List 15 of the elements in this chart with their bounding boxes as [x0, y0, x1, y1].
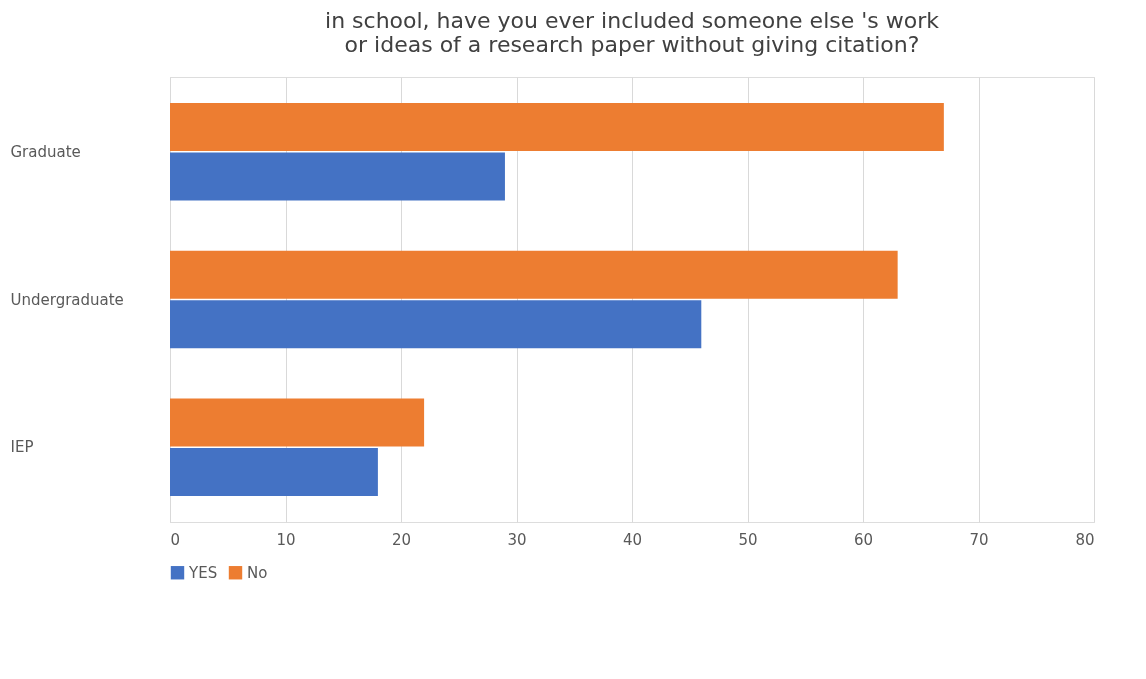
x-tick-label: 10: [276, 530, 296, 549]
legend-label: YES: [188, 563, 218, 582]
x-tick-label: 0: [170, 530, 181, 549]
y-tick-label: IEP: [10, 438, 34, 457]
y-tick-label: Undergraduate: [10, 290, 124, 309]
x-tick-label: 30: [507, 530, 527, 549]
chart-title: in school, have you ever included someone else 's work or ideas of a research paper without giving citation?: [325, 8, 940, 57]
x-tick-label: 70: [969, 530, 989, 549]
y-tick-label: Graduate: [10, 142, 81, 161]
x-tick-label: 50: [738, 530, 758, 549]
x-tick-label: 40: [622, 530, 643, 549]
legend-label: No: [247, 563, 268, 582]
x-tick-label: 20: [391, 530, 412, 549]
x-tick-label: 80: [1075, 530, 1095, 549]
x-tick-label: 60: [853, 530, 874, 549]
